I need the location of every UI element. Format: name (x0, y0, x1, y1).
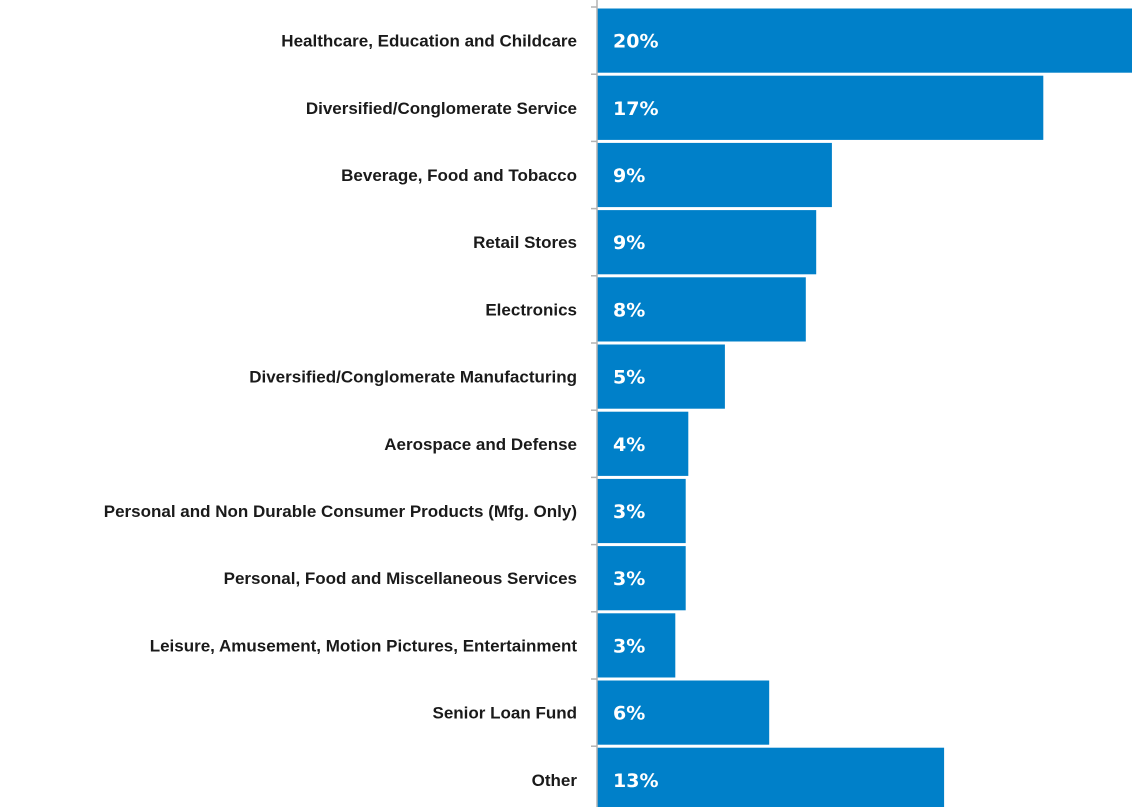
axis-layer (591, 0, 598, 807)
bar (597, 344, 725, 409)
category-label: Leisure, Amusement, Motion Pictures, Ent… (150, 636, 578, 655)
bar (597, 680, 770, 745)
category-label: Electronics (485, 300, 577, 319)
bar-value-label: 20% (613, 31, 658, 53)
category-label: Personal, Food and Miscellaneous Service… (224, 569, 577, 588)
labels-layer: 20% Healthcare, Education and Childcare 17… (104, 31, 659, 792)
bar-value-label: 13% (613, 770, 658, 792)
bar-value-label: 6% (613, 703, 645, 725)
bar (597, 747, 945, 807)
bar (597, 546, 686, 611)
bar-value-label: 8% (613, 299, 645, 321)
category-label: Senior Loan Fund (433, 704, 578, 723)
bar (597, 210, 817, 275)
bar-value-label: 3% (613, 635, 645, 657)
bar (597, 8, 1132, 73)
bar (597, 613, 676, 678)
bar-value-label: 3% (613, 501, 645, 523)
bar (597, 277, 806, 342)
bar-value-label: 5% (613, 367, 645, 389)
category-label: Beverage, Food and Tobacco (341, 166, 577, 185)
bars-layer (597, 8, 1132, 807)
category-label: Retail Stores (473, 233, 577, 252)
category-label: Diversified/Conglomerate Manufacturing (249, 368, 577, 387)
bar (597, 75, 1044, 140)
category-label: Aerospace and Defense (384, 435, 577, 454)
bar-value-label: 3% (613, 568, 645, 590)
bar (597, 411, 689, 476)
category-label: Other (532, 771, 578, 790)
bar-value-label: 9% (613, 232, 645, 254)
category-label: Healthcare, Education and Childcare (281, 32, 577, 51)
category-label: Personal and Non Durable Consumer Produc… (104, 502, 577, 521)
category-label: Diversified/Conglomerate Service (306, 99, 577, 118)
bar (597, 478, 686, 544)
bar-value-label: 4% (613, 434, 645, 456)
bar-value-label: 17% (613, 98, 658, 120)
bar (597, 142, 832, 208)
bar-value-label: 9% (613, 165, 645, 187)
